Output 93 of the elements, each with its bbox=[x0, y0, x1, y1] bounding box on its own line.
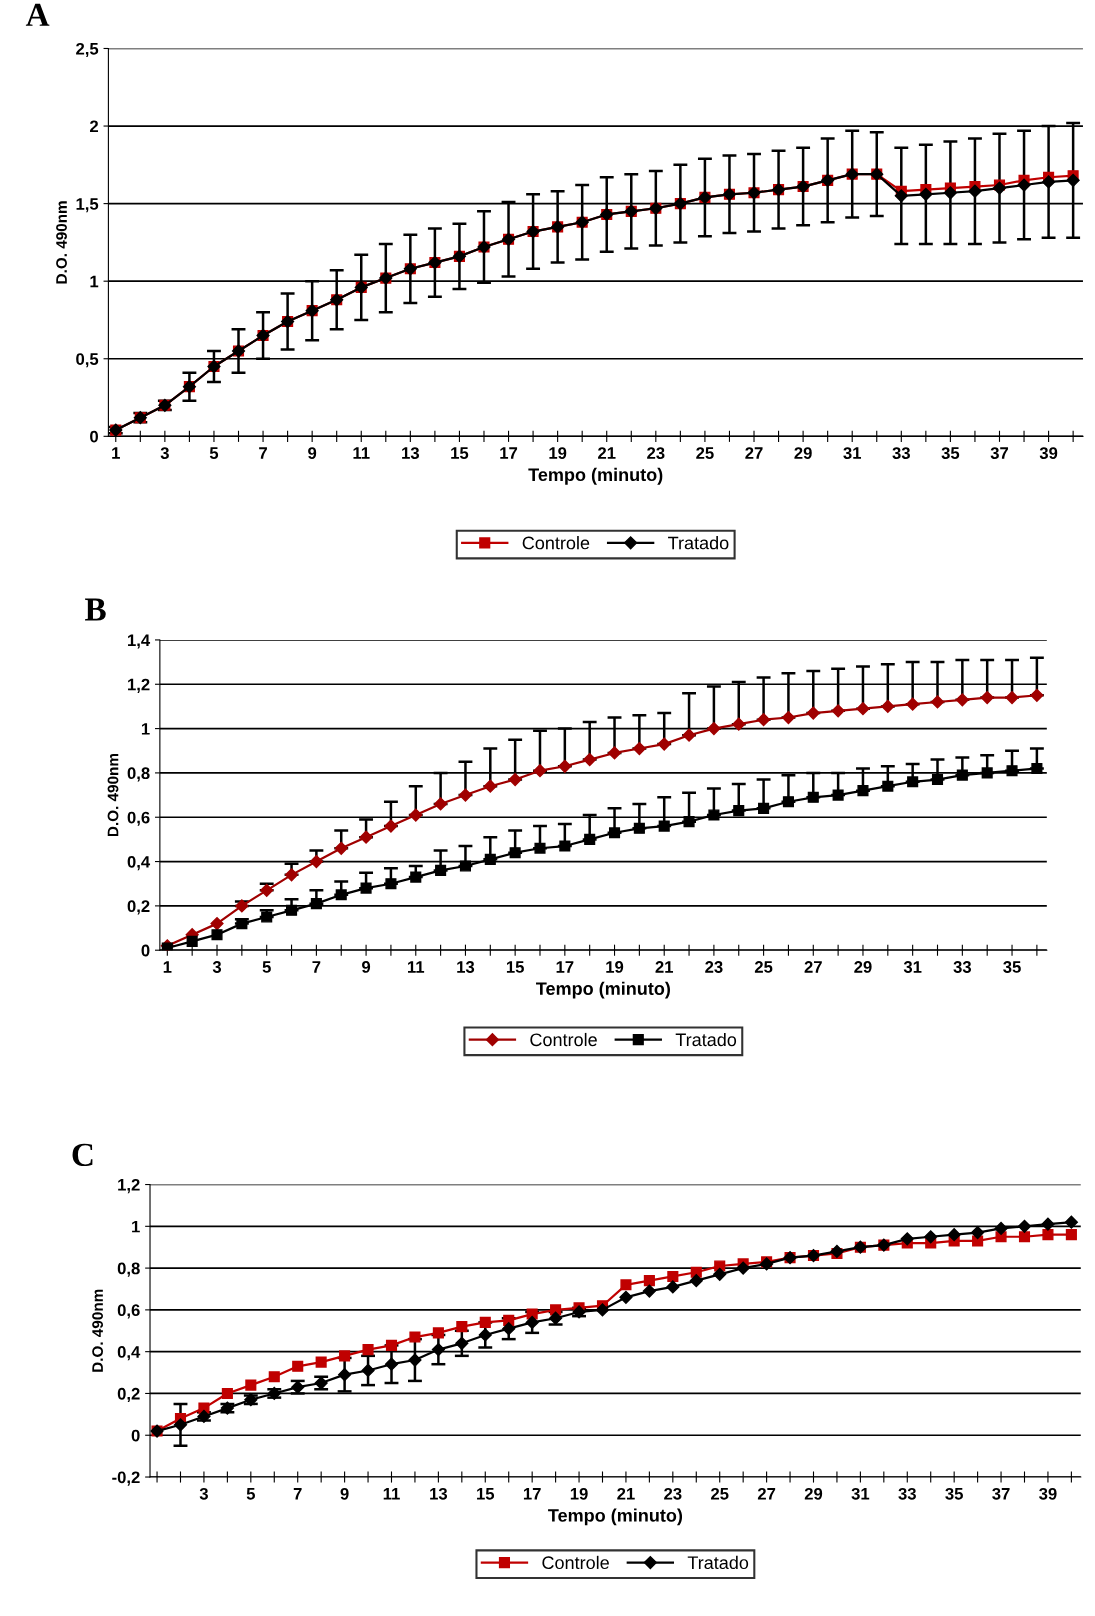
chart-title: B bbox=[85, 598, 106, 621]
x-tick-label: 3 bbox=[160, 447, 169, 459]
x-tick-label: 35 bbox=[941, 447, 960, 459]
x-tick-label: 23 bbox=[664, 1487, 682, 1500]
legend-label: Tratado bbox=[668, 536, 729, 550]
x-axis-title: Tempo (minuto) bbox=[536, 981, 670, 999]
x-tick-label: 31 bbox=[851, 1487, 870, 1500]
x-tick-label: 5 bbox=[262, 961, 271, 973]
y-tick-label: 0 bbox=[141, 944, 150, 957]
y-tick-label: 0 bbox=[90, 430, 98, 443]
chart-title: A bbox=[25, 3, 50, 26]
legend-label: Tratado bbox=[675, 1032, 737, 1047]
y-axis-title: D.O. 490nm bbox=[107, 753, 119, 837]
y-tick-label: 0,2 bbox=[117, 1387, 140, 1403]
x-tick-label: 35 bbox=[945, 1487, 963, 1500]
x-tick-label: 9 bbox=[362, 961, 371, 973]
x-tick-label: 33 bbox=[953, 961, 972, 973]
x-tick-label: 21 bbox=[617, 1487, 635, 1500]
legend-label: Tratado bbox=[687, 1555, 749, 1570]
x-tick-label: 19 bbox=[549, 447, 567, 459]
x-tick-label: 23 bbox=[647, 447, 665, 459]
x-tick-label: 13 bbox=[457, 961, 475, 973]
x-tick-label: 37 bbox=[992, 1487, 1010, 1500]
y-tick-label: 1,2 bbox=[128, 678, 150, 693]
x-tick-label: 23 bbox=[705, 961, 723, 973]
x-tick-label: 3 bbox=[212, 961, 222, 973]
x-tick-label: 29 bbox=[854, 961, 872, 973]
x-tick-label: 15 bbox=[451, 447, 469, 459]
y-tick-label: 1,4 bbox=[128, 634, 151, 649]
y-tick-label: -0,2 bbox=[112, 1471, 140, 1486]
y-tick-label: 1,2 bbox=[118, 1178, 140, 1194]
y-axis-title: D.O. 490nm bbox=[92, 1289, 103, 1372]
x-axis-title: Tempo (minuto) bbox=[548, 1508, 683, 1526]
y-tick-label: 0,4 bbox=[117, 1346, 141, 1361]
x-tick-label: 7 bbox=[259, 447, 267, 459]
x-tick-label: 29 bbox=[804, 1487, 823, 1500]
x-tick-label: 11 bbox=[383, 1488, 400, 1500]
y-tick-label: 0,6 bbox=[127, 811, 150, 826]
y-tick-label: 2,5 bbox=[76, 42, 99, 58]
chart-title: C bbox=[72, 1143, 93, 1167]
x-tick-label: 33 bbox=[898, 1487, 916, 1500]
legend-label: Controle bbox=[542, 1555, 609, 1570]
y-tick-label: 1 bbox=[90, 275, 99, 288]
y-tick-label: 2 bbox=[89, 120, 99, 133]
x-tick-label: 25 bbox=[696, 447, 714, 459]
x-tick-label: 19 bbox=[570, 1487, 588, 1500]
legend-label: Controle bbox=[522, 536, 590, 550]
x-tick-label: 31 bbox=[903, 961, 922, 973]
x-tick-label: 9 bbox=[308, 447, 317, 459]
y-tick-label: 1 bbox=[141, 723, 150, 735]
y-tick-label: 0 bbox=[131, 1429, 140, 1442]
y-tick-label: 0,6 bbox=[117, 1304, 140, 1319]
y-tick-label: 0,4 bbox=[127, 855, 151, 871]
x-tick-label: 13 bbox=[402, 447, 420, 459]
x-tick-label: 21 bbox=[598, 447, 616, 459]
x-tick-label: 3 bbox=[199, 1487, 208, 1500]
x-tick-label: 5 bbox=[209, 447, 219, 459]
x-tick-label: 7 bbox=[312, 961, 321, 973]
y-axis-title: D.O. 490nm bbox=[56, 201, 67, 284]
x-tick-label: 39 bbox=[1039, 447, 1058, 459]
x-tick-label: 33 bbox=[892, 447, 910, 459]
y-tick-label: 0,5 bbox=[76, 353, 99, 368]
x-tick-label: 35 bbox=[1003, 961, 1021, 973]
legend-label: Controle bbox=[530, 1032, 597, 1047]
x-tick-label: 19 bbox=[606, 961, 624, 973]
x-tick-label: 17 bbox=[556, 961, 574, 973]
y-tick-label: 0,8 bbox=[127, 767, 150, 782]
x-tick-label: 17 bbox=[500, 447, 518, 459]
x-tick-label: 27 bbox=[804, 961, 822, 973]
x-tick-label: 1 bbox=[163, 961, 172, 973]
x-tick-label: 11 bbox=[353, 447, 370, 459]
x-tick-label: 39 bbox=[1039, 1487, 1057, 1500]
y-tick-label: 1 bbox=[132, 1220, 140, 1233]
x-tick-label: 15 bbox=[506, 961, 524, 973]
y-tick-label: 0,8 bbox=[117, 1262, 140, 1277]
y-tick-label: 1,5 bbox=[76, 198, 99, 213]
x-tick-label: 15 bbox=[477, 1488, 495, 1500]
x-tick-label: 7 bbox=[293, 1488, 302, 1500]
x-tick-label: 17 bbox=[523, 1488, 541, 1500]
x-tick-label: 37 bbox=[990, 447, 1009, 459]
x-tick-label: 31 bbox=[843, 447, 862, 459]
x-tick-label: 25 bbox=[754, 961, 773, 973]
x-tick-label: 9 bbox=[340, 1487, 349, 1500]
y-tick-label: 0,2 bbox=[127, 900, 150, 915]
x-tick-label: 11 bbox=[408, 961, 425, 973]
x-tick-label: 5 bbox=[246, 1488, 255, 1500]
x-tick-label: 21 bbox=[655, 961, 674, 973]
x-tick-label: 25 bbox=[711, 1487, 729, 1500]
x-axis-title: Tempo (minuto) bbox=[528, 467, 663, 485]
x-tick-label: 27 bbox=[745, 447, 763, 459]
x-tick-label: 27 bbox=[757, 1487, 776, 1500]
x-tick-label: 29 bbox=[794, 447, 812, 459]
x-tick-label: 13 bbox=[430, 1487, 448, 1500]
